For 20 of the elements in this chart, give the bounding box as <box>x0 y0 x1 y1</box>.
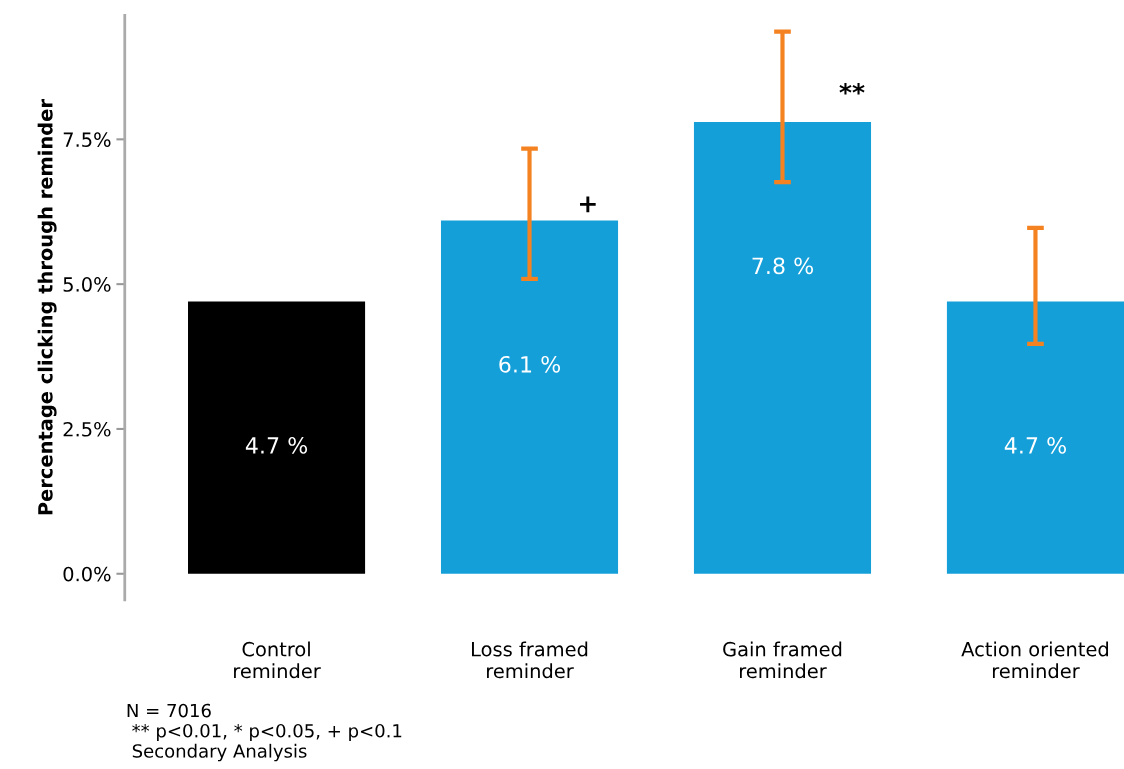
annotation: ** <box>839 82 865 95</box>
data-label: 6.1 % <box>499 355 561 373</box>
y-tick-label: 0.0% <box>63 566 111 582</box>
y-axis-title: Percentage clicking through reminder <box>37 99 57 515</box>
text: N = 7016 ** p<0.01, * p<0.05, + p<0.1 Secondary Analysis <box>127 703 402 762</box>
x-tick-label: Loss framed reminder <box>472 641 588 679</box>
data-label: 4.7 % <box>245 436 308 454</box>
x-tick-label: Gain framed reminder <box>723 641 842 679</box>
y-tick-label: 2.5% <box>63 421 111 437</box>
bar <box>440 220 619 574</box>
bar <box>693 121 872 574</box>
y-tick-label: 7.5% <box>63 132 111 147</box>
data-label: 7.8 % <box>752 257 814 275</box>
x-tick-label: Action oriented reminder <box>961 641 1108 679</box>
annotation: + <box>580 196 596 213</box>
data-label: 4.7 % <box>1004 436 1066 454</box>
bar <box>188 301 366 574</box>
x-tick-label: Control reminder <box>234 641 321 679</box>
bar <box>946 301 1124 574</box>
y-tick-label: 5.0% <box>63 277 111 292</box>
